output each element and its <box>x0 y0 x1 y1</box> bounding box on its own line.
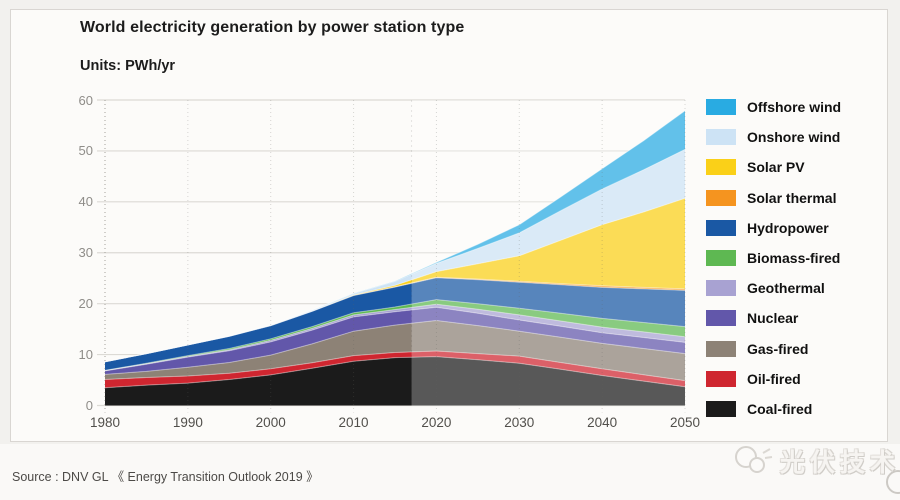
source-attribution: Source : DNV GL 《 Energy Transition Outl… <box>12 470 319 484</box>
legend-item-biomass-fired: Biomass-fired <box>706 249 876 267</box>
legend-label-nuclear: Nuclear <box>747 310 799 327</box>
legend-label-solar-pv: Solar PV <box>747 159 805 176</box>
legend-swatch-nuclear <box>706 310 736 327</box>
legend-swatch-biomass-fired <box>706 249 736 266</box>
watermark: 光伏技术 <box>732 443 900 479</box>
legend-swatch-hydropower <box>706 219 736 236</box>
edge-circle-mark <box>886 470 900 494</box>
legend-item-onshore-wind: Onshore wind <box>706 128 876 146</box>
legend-item-offshore-wind: Offshore wind <box>706 98 876 116</box>
legend-item-coal-fired: Coal-fired <box>706 400 876 418</box>
legend-item-hydropower: Hydropower <box>706 219 876 237</box>
legend-item-solar-pv: Solar PV <box>706 158 876 176</box>
legend-label-solar-thermal: Solar thermal <box>747 189 837 206</box>
legend-label-onshore-wind: Onshore wind <box>747 129 841 146</box>
legend-swatch-coal-fired <box>706 400 736 417</box>
legend-swatch-onshore-wind <box>706 129 736 146</box>
legend-label-hydropower: Hydropower <box>747 219 829 236</box>
legend-label-offshore-wind: Offshore wind <box>747 99 842 115</box>
legend-label-geothermal: Geothermal <box>747 280 825 297</box>
legend-swatch-offshore-wind <box>706 99 736 115</box>
legend-swatch-solar-pv <box>706 159 736 176</box>
legend-swatch-oil-fired <box>706 370 736 387</box>
legend-swatch-solar-thermal <box>706 189 736 206</box>
megaphone-icon <box>735 446 773 473</box>
legend-item-nuclear: Nuclear <box>706 309 876 327</box>
legend-item-gas-fired: Gas-fired <box>706 340 876 358</box>
legend-label-coal-fired: Coal-fired <box>747 400 813 417</box>
legend-label-biomass-fired: Biomass-fired <box>747 249 841 266</box>
legend-item-geothermal: Geothermal <box>706 279 876 297</box>
legend-item-solar-thermal: Solar thermal <box>706 189 876 207</box>
watermark-text: 光伏技术 <box>780 449 900 477</box>
legend-label-oil-fired: Oil-fired <box>747 370 801 387</box>
legend-label-gas-fired: Gas-fired <box>747 340 809 357</box>
legend-item-oil-fired: Oil-fired <box>706 370 876 388</box>
chart-legend: Offshore wind Onshore wind Solar PV Solar t… <box>706 98 876 418</box>
legend-swatch-gas-fired <box>706 340 736 357</box>
legend-swatch-geothermal <box>706 280 736 297</box>
